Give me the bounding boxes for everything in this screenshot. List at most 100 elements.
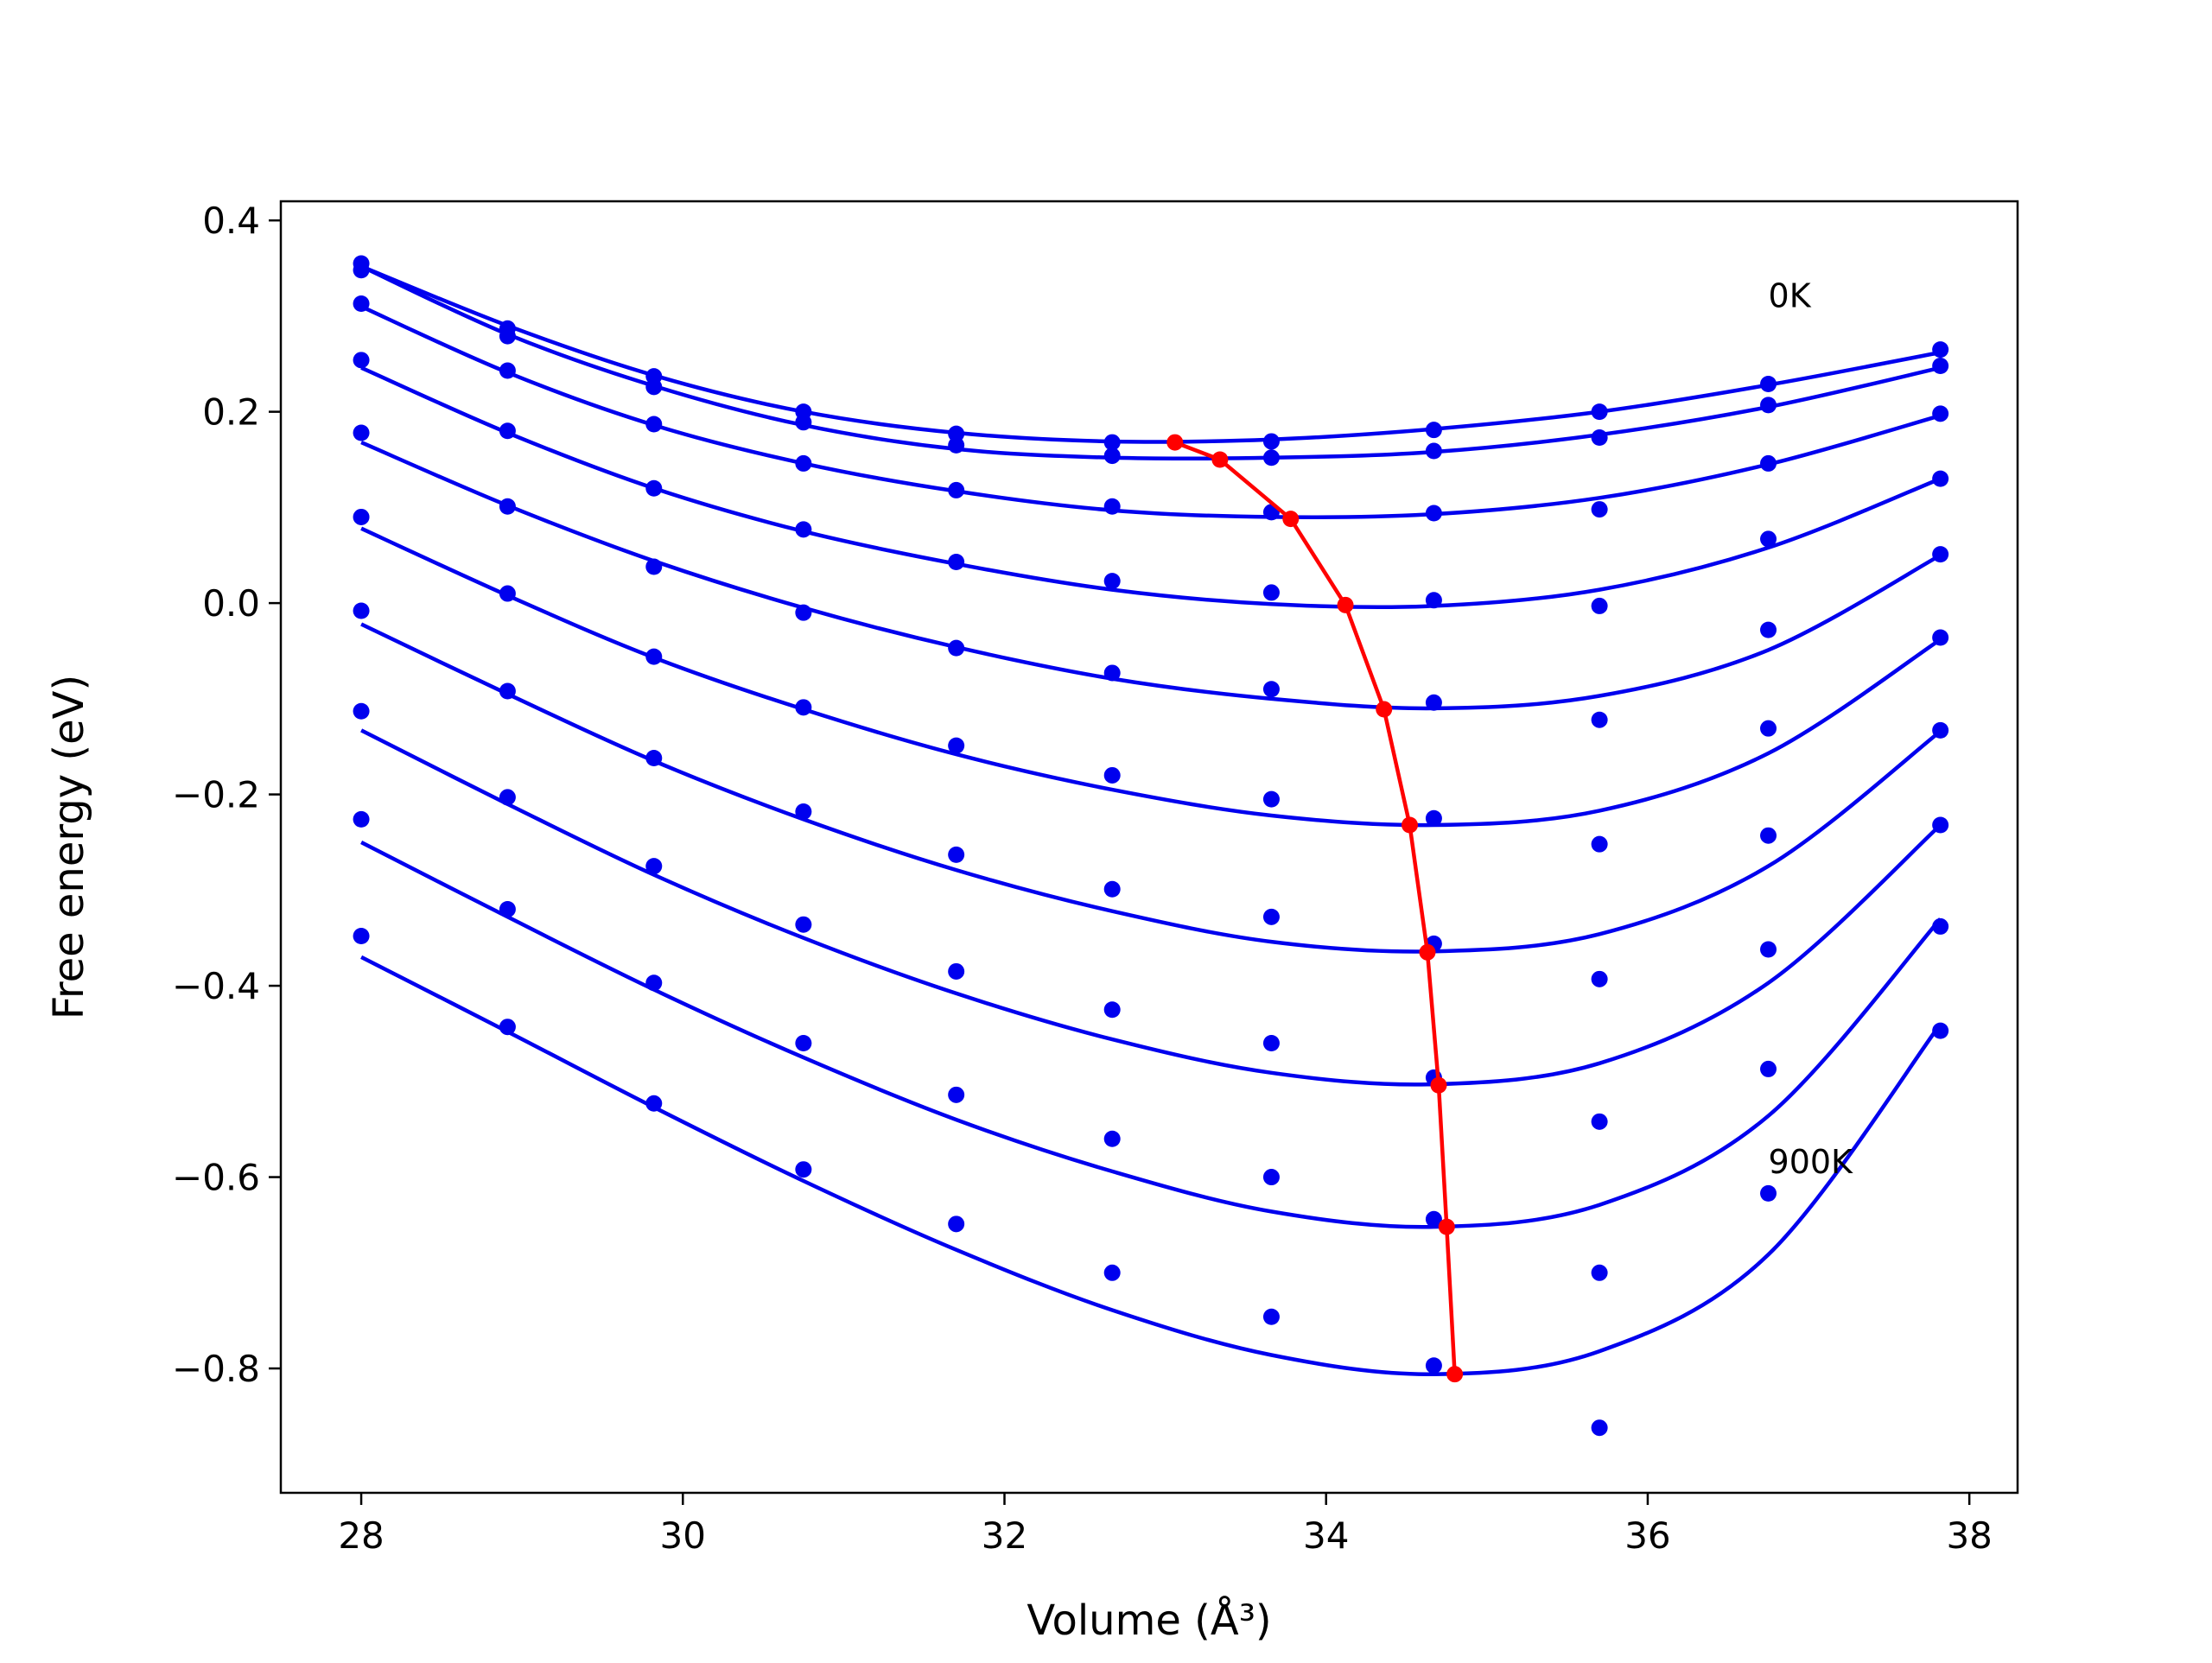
data-point-s5-5 — [948, 639, 965, 657]
fit-curve-5 — [360, 441, 1942, 711]
data-point-s10-10 — [1760, 1184, 1777, 1202]
data-point-s1-5 — [948, 425, 965, 442]
data-point-s4-2 — [499, 422, 516, 440]
minimum-point-6 — [1402, 816, 1418, 834]
minimum-point-7 — [1419, 943, 1436, 961]
data-point-s9-9 — [1591, 1264, 1608, 1281]
data-point-s10-3 — [645, 1095, 663, 1112]
data-point-s5-11 — [1932, 546, 1949, 563]
x-tick-label: 30 — [660, 1514, 706, 1557]
minimum-line — [1173, 440, 1457, 1374]
data-point-s6-5 — [948, 737, 965, 754]
data-point-s7-9 — [1591, 970, 1608, 987]
data-point-s2-5 — [948, 436, 965, 454]
data-point-s1-10 — [1760, 376, 1777, 393]
data-point-s2-7 — [1262, 449, 1280, 467]
data-point-s1-9 — [1591, 403, 1608, 421]
data-point-s8-3 — [645, 858, 663, 875]
data-point-s9-6 — [1103, 1130, 1121, 1147]
data-point-s4-6 — [1103, 573, 1121, 590]
data-point-s5-8 — [1425, 694, 1442, 711]
data-point-s8-1 — [353, 702, 370, 720]
data-point-s6-4 — [795, 699, 812, 716]
minimum-point-4 — [1337, 596, 1354, 613]
data-point-s1-8 — [1425, 422, 1442, 439]
data-point-s9-2 — [499, 900, 516, 917]
minimum-point-1 — [1166, 434, 1184, 451]
data-point-s4-3 — [645, 479, 663, 497]
data-point-s2-2 — [499, 327, 516, 345]
minimum-point-8 — [1430, 1076, 1447, 1094]
data-point-s8-10 — [1760, 941, 1777, 958]
y-tick-label: −0.2 — [172, 774, 260, 816]
y-tick-label: −0.4 — [172, 965, 260, 1007]
fit-curve-3 — [360, 304, 1942, 519]
y-tick-label: −0.8 — [172, 1348, 260, 1390]
data-point-s10-7 — [1262, 1308, 1280, 1325]
data-point-s1-7 — [1262, 433, 1280, 450]
fit-curve-10 — [360, 955, 1942, 1376]
data-point-s6-11 — [1932, 629, 1949, 646]
y-axis-label: Free energy (eV) — [45, 675, 93, 1019]
minimum-point-3 — [1282, 511, 1300, 528]
data-point-s7-1 — [353, 602, 370, 619]
data-point-s5-6 — [1103, 664, 1121, 682]
data-point-s10-1 — [353, 927, 370, 944]
data-point-s5-1 — [353, 424, 370, 441]
data-point-s5-9 — [1591, 711, 1608, 728]
data-point-s3-1 — [353, 295, 370, 312]
data-point-s4-11 — [1932, 470, 1949, 487]
data-point-s5-10 — [1760, 621, 1777, 638]
data-point-s2-10 — [1760, 397, 1777, 414]
data-point-s7-6 — [1103, 880, 1121, 898]
minimum-point-9 — [1438, 1218, 1455, 1235]
data-point-s3-4 — [795, 454, 812, 472]
minimum-point-5 — [1376, 701, 1393, 718]
fit-curve-6 — [360, 526, 1942, 828]
data-point-s8-5 — [948, 962, 965, 980]
annotation-900k: 900K — [1769, 1143, 1854, 1181]
data-point-s6-2 — [499, 585, 516, 602]
data-point-s10-2 — [499, 1019, 516, 1036]
data-point-s3-3 — [645, 416, 663, 433]
data-points-layer — [353, 255, 1949, 1437]
data-point-s8-6 — [1103, 1001, 1121, 1019]
minimum-line-layer — [1166, 434, 1464, 1383]
y-tick-label: −0.6 — [172, 1157, 260, 1199]
data-point-s5-4 — [795, 604, 812, 621]
data-point-s7-5 — [948, 846, 965, 863]
y-tick-label: 0.4 — [202, 200, 260, 242]
y-tick-label: 0.2 — [202, 391, 260, 434]
data-point-s6-6 — [1103, 766, 1121, 784]
fit-curve-9 — [360, 840, 1942, 1229]
data-point-s10-6 — [1103, 1264, 1121, 1281]
fit-curve-2 — [360, 264, 1942, 461]
data-point-s9-1 — [353, 810, 370, 828]
data-point-s8-11 — [1932, 816, 1949, 834]
fit-curve-1 — [360, 264, 1942, 444]
data-point-s9-3 — [645, 974, 663, 992]
data-point-s10-11 — [1932, 1022, 1949, 1039]
data-point-s1-6 — [1103, 434, 1121, 451]
data-point-s3-2 — [499, 362, 516, 379]
data-point-s6-9 — [1591, 835, 1608, 853]
fit-curves-layer — [360, 264, 1942, 1376]
data-point-s4-9 — [1591, 597, 1608, 614]
data-point-s6-3 — [645, 648, 663, 665]
data-point-s7-7 — [1262, 908, 1280, 925]
data-point-s7-2 — [499, 682, 516, 700]
data-point-s7-3 — [645, 750, 663, 767]
data-point-s10-4 — [795, 1161, 812, 1178]
y-tick-label: 0.0 — [202, 582, 260, 625]
data-point-s5-3 — [645, 558, 663, 575]
data-point-s2-8 — [1425, 442, 1442, 460]
fit-curve-7 — [360, 622, 1942, 954]
data-point-s9-10 — [1760, 1060, 1777, 1077]
data-point-s9-4 — [795, 1035, 812, 1052]
data-point-s9-11 — [1932, 917, 1949, 935]
data-point-s7-11 — [1932, 721, 1949, 739]
annotation-0k: 0K — [1769, 277, 1812, 315]
data-point-s3-5 — [948, 481, 965, 498]
data-point-s9-5 — [948, 1086, 965, 1103]
